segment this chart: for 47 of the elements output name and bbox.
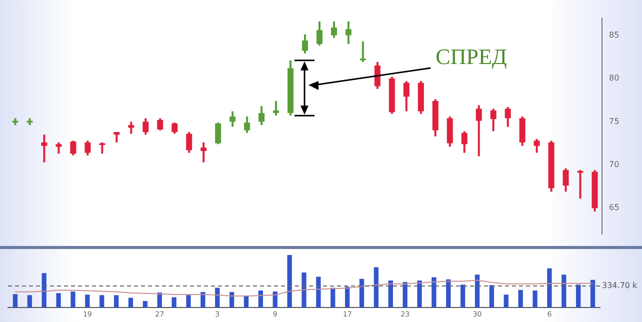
bar [186, 295, 191, 308]
bar [446, 279, 451, 308]
bar [287, 255, 292, 308]
bar [128, 298, 134, 308]
y-tick-label: 70 [609, 160, 620, 169]
bar [590, 280, 596, 308]
bar [474, 274, 480, 308]
bar [142, 300, 148, 308]
bar [359, 278, 364, 308]
bar [272, 291, 278, 308]
bar [388, 280, 393, 308]
bar [532, 290, 538, 308]
bar [157, 292, 162, 308]
bar [489, 285, 494, 308]
bar [12, 294, 18, 308]
bar [302, 272, 306, 308]
bar [547, 268, 552, 308]
y-tick-label: 80 [609, 74, 620, 83]
bar [432, 277, 436, 308]
ref-line-label: 334.70 k [602, 281, 638, 290]
bar [172, 297, 176, 308]
bar [562, 274, 566, 308]
bar [316, 276, 321, 308]
bar [330, 288, 336, 308]
bar [70, 291, 76, 308]
bar [504, 294, 508, 308]
bar [576, 284, 581, 308]
bar [229, 292, 234, 308]
bar [85, 294, 90, 308]
bar [100, 295, 104, 308]
bar [344, 286, 350, 308]
y-tick-label: 75 [609, 116, 620, 126]
bar [374, 267, 379, 308]
bar [518, 290, 523, 308]
bar [114, 295, 119, 308]
y-tick-label: 85 [609, 30, 620, 40]
bar [27, 295, 32, 308]
bar [42, 273, 46, 308]
bar [417, 280, 422, 308]
bar [200, 292, 206, 308]
bar [402, 282, 408, 308]
annotation: СПРЕД [436, 44, 507, 69]
bar [56, 293, 61, 308]
bar [460, 284, 466, 308]
y-tick-label: 65 [609, 203, 620, 212]
bar [258, 290, 264, 308]
bar [215, 288, 220, 308]
